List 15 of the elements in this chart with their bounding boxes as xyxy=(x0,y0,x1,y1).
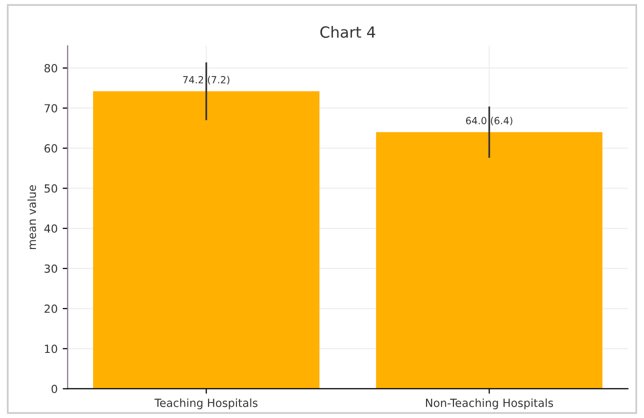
y-tick-label: 60 xyxy=(44,144,58,153)
y-tick-label: 0 xyxy=(52,384,58,394)
y-tick-label: 50 xyxy=(44,184,58,193)
y-tick-label: 20 xyxy=(44,304,58,313)
x-tick-label: Non-Teaching Hospitals xyxy=(426,398,554,410)
y-axis-title: mean value xyxy=(27,185,36,250)
y-tick-label: 10 xyxy=(44,344,58,354)
y-tick-label: 70 xyxy=(44,104,58,112)
y-tick-label: 80 xyxy=(44,64,58,72)
y-tick-label: 30 xyxy=(44,264,58,273)
chart-title: Chart 4 xyxy=(320,26,376,38)
data-label: 74.2 (7.2) xyxy=(183,76,230,85)
y-tick-label: 40 xyxy=(44,224,58,233)
data-label: 64.0 (6.4) xyxy=(466,116,512,126)
x-tick-label: Teaching Hospitals xyxy=(154,398,258,410)
